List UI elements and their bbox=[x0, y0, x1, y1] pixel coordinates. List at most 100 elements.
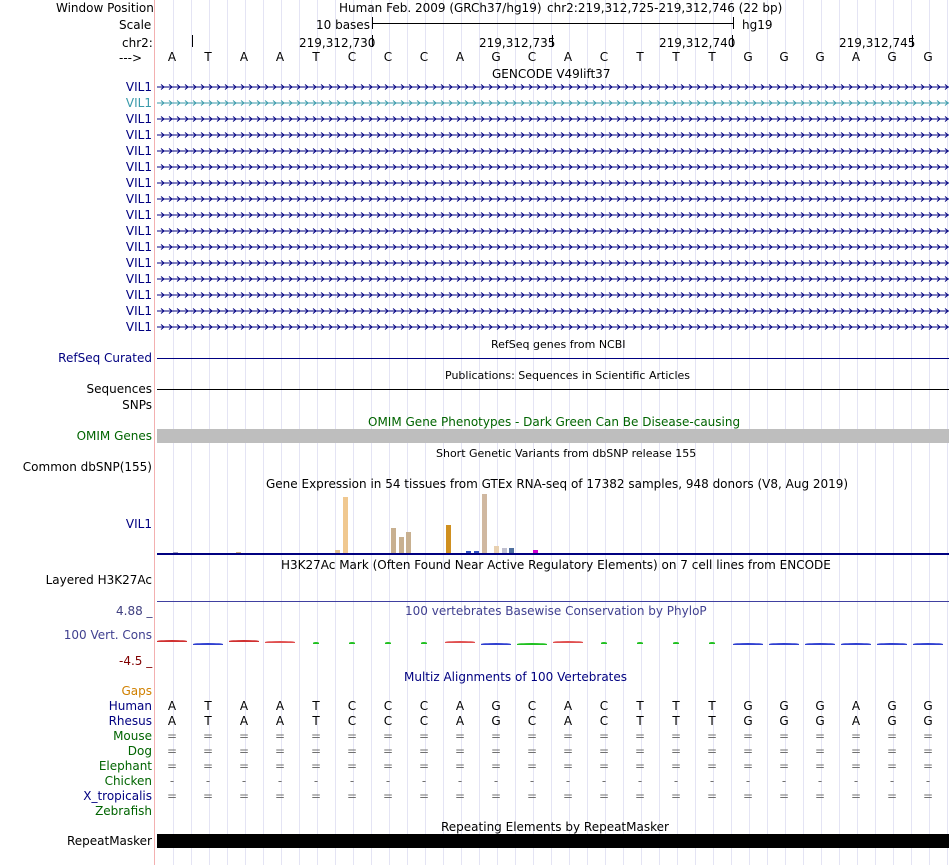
gencode-gene-bar[interactable] bbox=[157, 276, 949, 282]
repeatmasker-title[interactable]: Repeating Elements by RepeatMasker bbox=[441, 820, 669, 834]
phylop-score-mark bbox=[265, 641, 295, 643]
gencode-title[interactable]: GENCODE V49lift37 bbox=[492, 67, 611, 81]
multiz-species-label[interactable]: Rhesus bbox=[108, 714, 152, 728]
omim-track[interactable] bbox=[157, 429, 949, 443]
gencode-gene-label[interactable]: VIL1 bbox=[125, 144, 152, 158]
gencode-gene-bar[interactable] bbox=[157, 308, 949, 314]
gencode-gene-label[interactable]: VIL1 bbox=[125, 288, 152, 302]
gencode-gene-label[interactable]: VIL1 bbox=[125, 304, 152, 318]
multiz-species-label[interactable]: Chicken bbox=[104, 774, 152, 788]
gencode-gene-label[interactable]: VIL1 bbox=[125, 272, 152, 286]
refseq-track[interactable] bbox=[157, 358, 949, 359]
gencode-gene-bar[interactable] bbox=[157, 324, 949, 330]
gtex-tissue-bar[interactable] bbox=[173, 552, 178, 553]
gtex-tissue-bar[interactable] bbox=[482, 494, 487, 553]
multiz-base: = bbox=[310, 744, 322, 758]
multiz-gaps-label[interactable]: Gaps bbox=[121, 684, 152, 698]
gtex-tissue-bar[interactable] bbox=[236, 552, 241, 553]
gencode-gene-label[interactable]: VIL1 bbox=[125, 240, 152, 254]
gencode-gene-bar[interactable] bbox=[157, 244, 949, 250]
gtex-track[interactable] bbox=[157, 492, 949, 553]
refseq-title[interactable]: RefSeq genes from NCBI bbox=[491, 338, 626, 351]
multiz-species-label[interactable]: Human bbox=[108, 699, 152, 713]
gencode-gene-label[interactable]: VIL1 bbox=[125, 96, 152, 110]
refseq-label[interactable]: RefSeq Curated bbox=[58, 351, 152, 365]
multiz-base: - bbox=[349, 774, 355, 788]
gencode-gene-bar[interactable] bbox=[157, 180, 949, 186]
multiz-base: = bbox=[310, 729, 322, 743]
multiz-base: - bbox=[889, 774, 895, 788]
dbsnp-label[interactable]: Common dbSNP(155) bbox=[22, 460, 152, 474]
omim-title[interactable]: OMIM Gene Phenotypes - Dark Green Can Be… bbox=[368, 415, 741, 429]
gencode-gene-bar[interactable] bbox=[157, 292, 949, 298]
h3k27ac-title[interactable]: H3K27Ac Mark (Often Found Near Active Re… bbox=[281, 558, 831, 572]
gtex-label[interactable]: VIL1 bbox=[125, 517, 152, 531]
window-position-label: Window Position bbox=[56, 1, 154, 15]
dbsnp-title[interactable]: Short Genetic Variants from dbSNP releas… bbox=[436, 447, 697, 460]
gencode-gene-label[interactable]: VIL1 bbox=[125, 80, 152, 94]
gencode-gene-bar[interactable] bbox=[157, 148, 949, 154]
sequences-track[interactable] bbox=[157, 389, 949, 390]
gtex-tissue-bar[interactable] bbox=[533, 550, 538, 553]
gtex-tissue-bar[interactable] bbox=[509, 548, 514, 553]
gencode-gene-label[interactable]: VIL1 bbox=[125, 176, 152, 190]
gtex-tissue-bar[interactable] bbox=[502, 548, 507, 553]
gencode-gene-bar[interactable] bbox=[157, 228, 949, 234]
multiz-base: = bbox=[922, 789, 934, 803]
gencode-gene-bar[interactable] bbox=[157, 116, 949, 122]
multiz-base: = bbox=[562, 759, 574, 773]
snps-label[interactable]: SNPs bbox=[122, 398, 152, 412]
gencode-gene-label[interactable]: VIL1 bbox=[125, 160, 152, 174]
repeatmasker-track[interactable] bbox=[157, 834, 949, 848]
multiz-base: = bbox=[742, 729, 754, 743]
gencode-gene-label[interactable]: VIL1 bbox=[125, 320, 152, 334]
multiz-species-label[interactable]: X_tropicalis bbox=[83, 789, 152, 803]
gtex-tissue-bar[interactable] bbox=[343, 497, 348, 553]
multiz-title[interactable]: Multiz Alignments of 100 Vertebrates bbox=[404, 670, 628, 684]
multiz-base: = bbox=[274, 744, 286, 758]
gtex-title[interactable]: Gene Expression in 54 tissues from GTEx … bbox=[266, 477, 849, 491]
gencode-gene-label[interactable]: VIL1 bbox=[125, 112, 152, 126]
omim-label[interactable]: OMIM Genes bbox=[76, 429, 152, 443]
sequences-label[interactable]: Sequences bbox=[86, 382, 152, 396]
h3k27ac-track[interactable] bbox=[157, 601, 949, 602]
multiz-base: - bbox=[457, 774, 463, 788]
gencode-gene-bar[interactable] bbox=[157, 84, 949, 90]
phylop-title[interactable]: 100 vertebrates Basewise Conservation by… bbox=[405, 604, 707, 618]
gtex-tissue-bar[interactable] bbox=[406, 532, 411, 553]
multiz-base: = bbox=[562, 744, 574, 758]
phylop-label[interactable]: 100 Vert. Cons bbox=[63, 628, 152, 642]
repeatmasker-label[interactable]: RepeatMasker bbox=[66, 834, 152, 848]
multiz-species-label[interactable]: Elephant bbox=[98, 759, 152, 773]
multiz-base: T bbox=[204, 699, 212, 713]
gtex-tissue-bar[interactable] bbox=[474, 551, 479, 553]
gencode-gene-bar[interactable] bbox=[157, 260, 949, 266]
gencode-gene-bar[interactable] bbox=[157, 196, 949, 202]
h3k27ac-label[interactable]: Layered H3K27Ac bbox=[45, 573, 152, 587]
multiz-species-label[interactable]: Dog bbox=[127, 744, 152, 758]
sequence-base: C bbox=[347, 50, 357, 64]
gtex-tissue-bar[interactable] bbox=[446, 525, 451, 553]
gencode-gene-label[interactable]: VIL1 bbox=[125, 128, 152, 142]
gencode-gene-bar[interactable] bbox=[157, 132, 949, 138]
gencode-gene-bar[interactable] bbox=[157, 100, 949, 106]
gtex-tissue-bar[interactable] bbox=[494, 546, 499, 553]
phylop-track[interactable] bbox=[157, 624, 949, 660]
gencode-gene-bar[interactable] bbox=[157, 212, 949, 218]
gtex-tissue-bar[interactable] bbox=[391, 528, 396, 553]
multiz-base: C bbox=[347, 714, 357, 728]
gencode-gene-label[interactable]: VIL1 bbox=[125, 224, 152, 238]
gtex-tissue-bar[interactable] bbox=[466, 551, 471, 553]
multiz-species-label[interactable]: Mouse bbox=[113, 729, 152, 743]
gencode-gene-bar[interactable] bbox=[157, 164, 949, 170]
gencode-gene-label[interactable]: VIL1 bbox=[125, 192, 152, 206]
multiz-base: = bbox=[346, 759, 358, 773]
multiz-base: - bbox=[385, 774, 391, 788]
gencode-gene-label[interactable]: VIL1 bbox=[125, 208, 152, 222]
gtex-tissue-bar[interactable] bbox=[399, 537, 404, 553]
gtex-tissue-bar[interactable] bbox=[335, 550, 340, 553]
sequences-title[interactable]: Publications: Sequences in Scientific Ar… bbox=[445, 369, 690, 382]
multiz-species-label[interactable]: Zebrafish bbox=[95, 804, 152, 818]
gencode-gene-label[interactable]: VIL1 bbox=[125, 256, 152, 270]
